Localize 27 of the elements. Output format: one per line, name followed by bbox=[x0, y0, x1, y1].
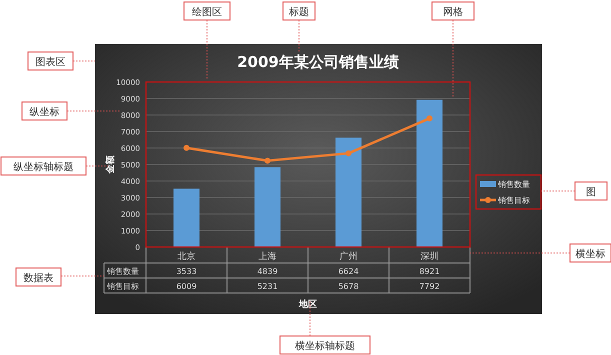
point bbox=[346, 150, 352, 156]
bar bbox=[416, 100, 442, 247]
data-label: 7792 bbox=[419, 282, 440, 291]
bar bbox=[336, 138, 362, 247]
bar bbox=[174, 188, 200, 247]
x-tick-label: 上海 bbox=[258, 251, 276, 262]
data-label: 4839 bbox=[257, 267, 278, 276]
text: 销售目标 bbox=[107, 282, 139, 291]
data-label: 3533 bbox=[176, 267, 197, 276]
data-label: 8921 bbox=[419, 267, 440, 276]
x-tick-label: 北京 bbox=[178, 251, 196, 262]
point bbox=[264, 158, 270, 164]
chart-title: 2009年某公司销售业绩 bbox=[237, 53, 399, 71]
data-label: 6624 bbox=[338, 267, 359, 276]
data-label: 5231 bbox=[257, 282, 278, 291]
data-label: 5678 bbox=[338, 282, 359, 291]
legend-label: 销售数量 bbox=[497, 180, 530, 189]
legend-label: 销售目标 bbox=[497, 196, 530, 205]
point bbox=[184, 144, 190, 151]
text: 绘图区 bbox=[192, 6, 222, 18]
x-axis-title: 地区 bbox=[298, 299, 317, 310]
text: 销售数量 bbox=[107, 267, 139, 276]
point bbox=[426, 115, 432, 122]
x-tick-label: 广州 bbox=[340, 251, 358, 262]
bar bbox=[254, 167, 280, 247]
data-label: 6009 bbox=[176, 282, 197, 291]
x-tick-label: 深圳 bbox=[420, 251, 438, 262]
